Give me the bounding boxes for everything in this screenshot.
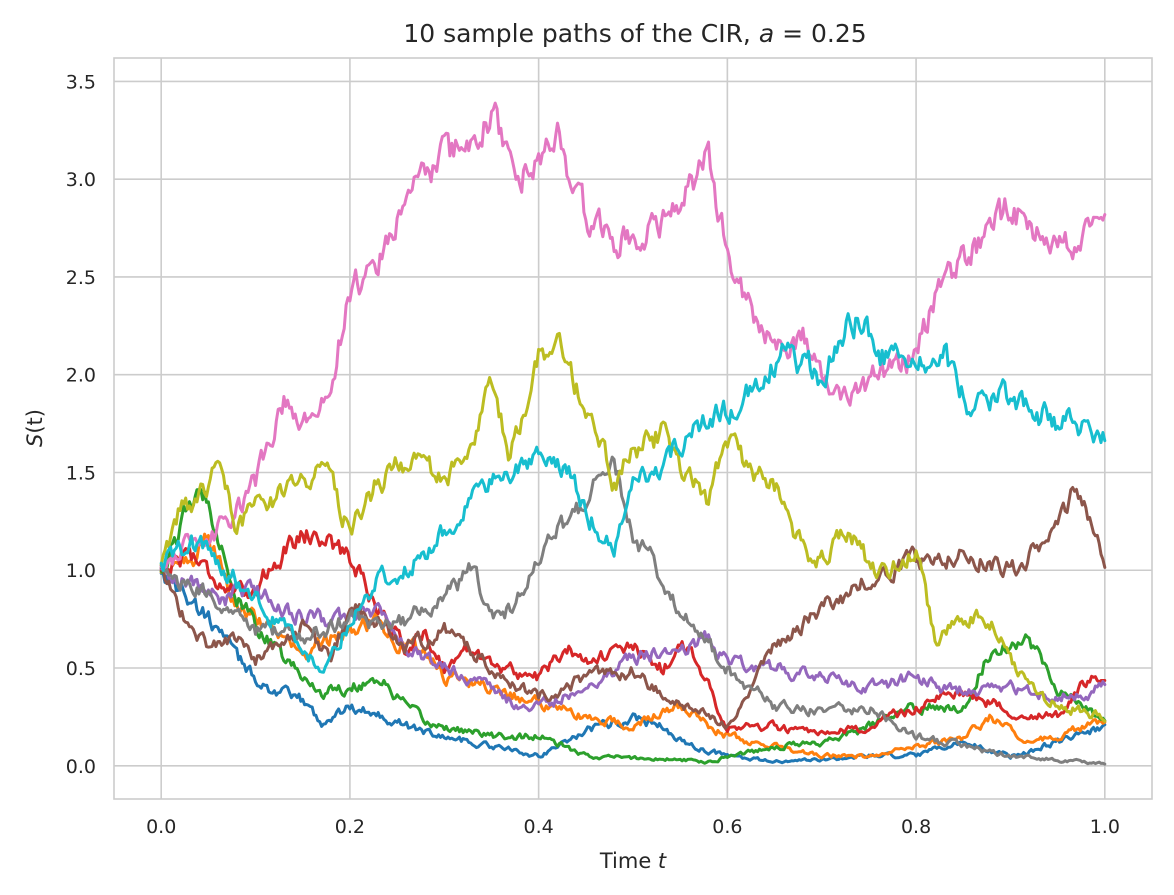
y-axis-label: S(t) bbox=[23, 409, 47, 447]
x-tick-label: 0.6 bbox=[712, 816, 742, 838]
x-axis-label: Time t bbox=[599, 849, 667, 873]
series-layer bbox=[159, 101, 1107, 766]
y-tick-label: 3.0 bbox=[66, 169, 96, 191]
y-tick-label: 2.0 bbox=[66, 365, 96, 387]
series-line bbox=[159, 312, 1107, 674]
series-line bbox=[159, 486, 1107, 730]
series-line bbox=[159, 488, 1107, 765]
plot-frame bbox=[113, 57, 1153, 800]
series-line bbox=[159, 455, 1107, 766]
y-tick-label: 2.5 bbox=[66, 267, 96, 289]
grid bbox=[114, 58, 1152, 799]
series-line bbox=[159, 331, 1107, 723]
y-tick-label: 3.5 bbox=[66, 71, 96, 93]
series-line bbox=[159, 562, 1107, 713]
y-tick-label: 0.5 bbox=[66, 658, 96, 680]
series-line bbox=[159, 571, 1107, 765]
y-tick-label: 1.5 bbox=[66, 462, 96, 484]
series-line bbox=[159, 529, 1107, 737]
series-line bbox=[159, 101, 1107, 573]
x-tick-label: 0.2 bbox=[335, 816, 365, 838]
x-tick-label: 0.0 bbox=[146, 816, 176, 838]
y-tick-labels: 0.0 0.5 1.0 1.5 2.0 2.5 3.0 3.5 bbox=[66, 71, 96, 777]
chart-title: 10 sample paths of the CIR, a = 0.25 bbox=[403, 19, 866, 48]
x-tick-label: 0.4 bbox=[524, 816, 554, 838]
x-tick-label: 1.0 bbox=[1090, 816, 1120, 838]
y-tick-label: 0.0 bbox=[66, 756, 96, 778]
x-tick-labels: 0.0 0.2 0.4 0.6 0.8 1.0 bbox=[146, 816, 1120, 838]
x-tick-label: 0.8 bbox=[901, 816, 931, 838]
y-tick-label: 1.0 bbox=[66, 560, 96, 582]
